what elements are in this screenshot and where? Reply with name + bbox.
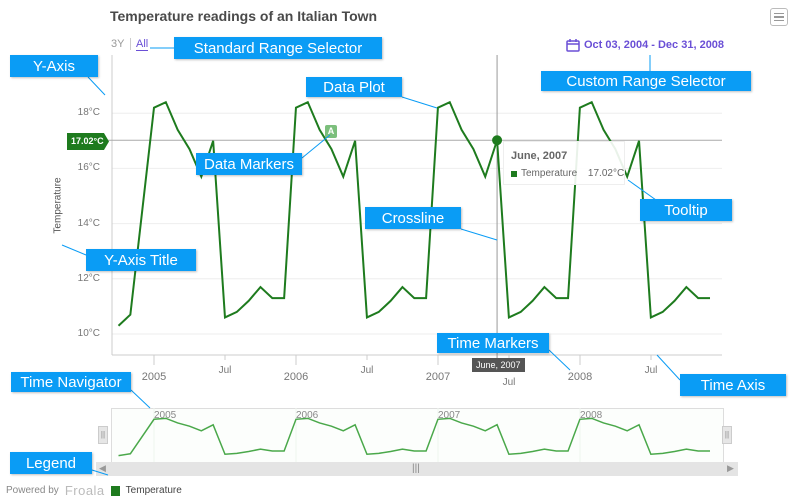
callout-y-axis: Y-Axis — [10, 55, 98, 77]
legend-item-temperature[interactable]: Temperature — [125, 485, 182, 496]
y-tick-label: 18°C — [77, 107, 100, 119]
callout-legend: Legend — [10, 452, 92, 474]
y-tick-label: 14°C — [77, 217, 100, 229]
tooltip-value: 17.02°C — [587, 168, 625, 179]
x-month-label: Jul — [502, 377, 516, 388]
x-month-label: Jul — [360, 365, 374, 376]
time-navigator[interactable] — [111, 408, 724, 464]
x-month-label: Jul — [218, 365, 232, 376]
navigator-right-handle[interactable]: || — [722, 426, 732, 444]
navigator-plot — [118, 408, 711, 462]
y-axis-title: Temperature — [52, 177, 64, 234]
range-separator — [130, 38, 131, 50]
callout-tooltip: Tooltip — [640, 199, 732, 221]
scroll-right-icon[interactable]: ▶ — [727, 463, 734, 473]
navigator-year-label: 2006 — [296, 410, 319, 421]
powered-by-text: Powered by — [6, 485, 59, 496]
callout-standard-range: Standard Range Selector — [174, 37, 382, 59]
callout-time-axis: Time Axis — [680, 374, 786, 396]
scroll-grip-icon[interactable]: ||| — [412, 463, 420, 474]
legend-swatch[interactable] — [110, 485, 120, 496]
navigator-year-label: 2005 — [154, 410, 177, 421]
time-marker: June, 2007 — [472, 358, 525, 372]
custom-range-selector[interactable]: Oct 03, 2004 - Dec 31, 2008 — [566, 38, 724, 52]
brand-logo: Froala — [64, 483, 105, 498]
callout-crossline: Crossline — [365, 207, 461, 229]
tooltip-header: June, 2007 — [511, 150, 568, 162]
callout-data-markers: Data Markers — [196, 153, 302, 175]
crossline-value-label: 17.02°C — [67, 133, 109, 150]
x-year-label: 2007 — [425, 371, 451, 383]
callout-time-navigator: Time Navigator — [11, 372, 131, 392]
tooltip-series: Temperature — [521, 168, 578, 179]
hovered-data-point — [492, 135, 503, 146]
y-tick-label: 16°C — [77, 162, 100, 174]
data-marker[interactable]: A — [325, 125, 337, 138]
callout-y-axis-title: Y-Axis Title — [86, 249, 196, 271]
range-all-button[interactable]: All — [136, 38, 149, 51]
legend: Powered by Froala Temperature — [6, 483, 182, 498]
x-year-label: 2006 — [283, 371, 309, 383]
x-month-label: Jul — [644, 365, 658, 376]
custom-range-text: Oct 03, 2004 - Dec 31, 2008 — [584, 39, 725, 51]
tooltip: June, 2007 Temperature 17.02°C — [503, 141, 625, 185]
navigator-scrollbar[interactable]: ◀ ||| ▶ — [96, 462, 738, 476]
callout-custom-range: Custom Range Selector — [541, 71, 751, 91]
y-tick-label: 10°C — [77, 328, 100, 339]
chart-title: Temperature readings of an Italian Town — [110, 8, 378, 24]
navigator-year-label: 2008 — [580, 410, 603, 421]
callout-data-plot: Data Plot — [306, 77, 402, 97]
menu-button[interactable] — [770, 8, 788, 26]
calendar-icon — [566, 39, 580, 52]
navigator-line — [118, 417, 711, 457]
callout-time-markers: Time Markers — [437, 333, 549, 353]
x-year-label: 2008 — [567, 371, 593, 383]
navigator-year-label: 2007 — [438, 410, 461, 421]
tooltip-swatch — [511, 170, 517, 177]
navigator-left-handle[interactable]: || — [98, 426, 108, 444]
y-tick-label: 12°C — [77, 272, 100, 284]
range-3y-button[interactable]: 3Y — [111, 38, 125, 50]
x-year-label: 2005 — [141, 371, 167, 383]
scroll-left-icon[interactable]: ◀ — [99, 463, 106, 473]
